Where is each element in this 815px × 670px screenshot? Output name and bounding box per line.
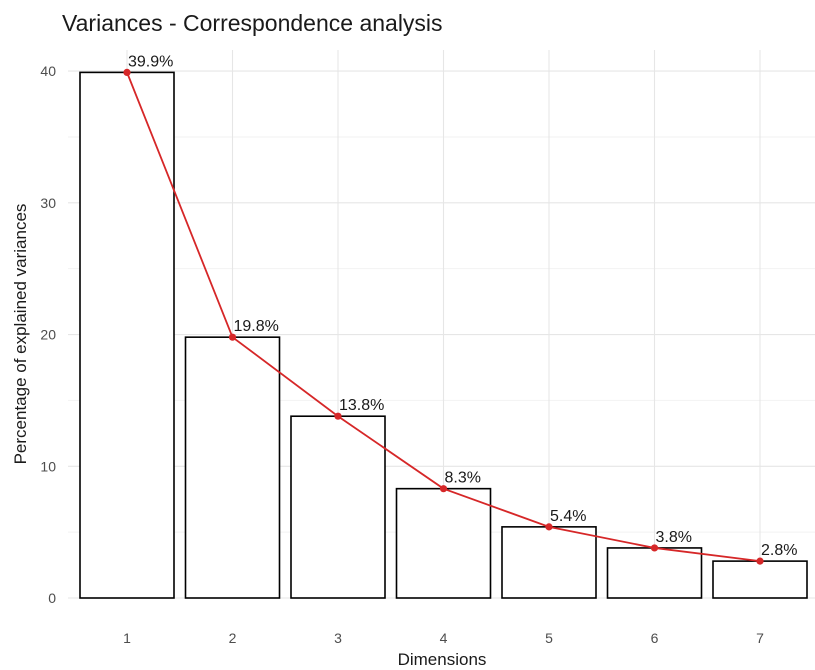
data-label: 8.3% <box>445 470 481 487</box>
variance-point-7 <box>756 557 764 565</box>
data-label: 13.8% <box>339 397 384 414</box>
chart-title: Variances - Correspondence analysis <box>62 10 443 36</box>
variance-point-1 <box>123 68 131 76</box>
bar-dimension-4 <box>395 487 492 599</box>
bar-dimension-1 <box>79 71 175 599</box>
variance-point-3 <box>334 412 342 420</box>
x-tick-label: 4 <box>440 630 448 646</box>
line-layer <box>123 68 764 565</box>
data-label: 2.8% <box>761 542 797 559</box>
y-tick-label: 40 <box>40 63 56 79</box>
y-tick-label: 20 <box>40 327 56 343</box>
x-tick-label: 5 <box>545 630 553 646</box>
data-label: 19.8% <box>234 318 279 335</box>
axis-layer: 0 10 20 30 40 1 2 3 4 5 6 7 <box>40 63 764 646</box>
bar-dimension-5 <box>501 526 597 599</box>
data-label: 39.9% <box>128 53 173 70</box>
x-axis-title: Dimensions <box>398 650 487 669</box>
y-axis-title: Percentage of explained variances <box>11 204 30 465</box>
variance-point-4 <box>439 485 448 493</box>
y-tick-label: 30 <box>40 195 56 211</box>
x-tick-label: 3 <box>334 630 342 646</box>
variance-point-2 <box>228 333 237 341</box>
bar-dimension-3 <box>290 415 386 599</box>
x-tick-label: 2 <box>229 630 237 646</box>
data-label: 5.4% <box>550 508 586 525</box>
variance-point-6 <box>650 544 659 552</box>
x-tick-label: 7 <box>756 630 764 646</box>
bar-dimension-2 <box>184 336 281 599</box>
labels-layer: 39.9% 19.8% 13.8% 8.3% 5.4% 3.8% 2.8% <box>128 53 797 559</box>
bar-dimension-6 <box>606 547 703 599</box>
data-label: 3.8% <box>656 529 692 546</box>
x-tick-label: 1 <box>123 630 131 646</box>
bar-dimension-7 <box>712 560 808 599</box>
variance-point-5 <box>545 523 553 531</box>
y-tick-label: 0 <box>48 590 56 606</box>
y-tick-label: 10 <box>40 458 56 474</box>
x-tick-label: 6 <box>651 630 659 646</box>
